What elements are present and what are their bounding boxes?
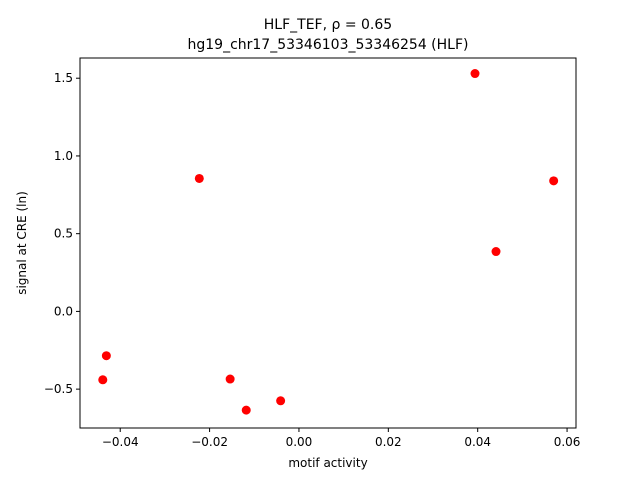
x-axis-ticks: −0.04 −0.02 0.00 0.02 0.04 0.06	[102, 428, 581, 449]
x-tick-label: 0.06	[554, 435, 581, 449]
y-axis-label: signal at CRE (ln)	[15, 191, 29, 295]
data-point	[225, 374, 235, 384]
data-point	[98, 375, 108, 385]
data-points	[98, 69, 559, 415]
data-point	[470, 69, 480, 79]
y-tick-label: 0.0	[54, 304, 73, 318]
data-point	[101, 351, 111, 361]
chart-title: HLF_TEF, ρ = 0.65	[264, 17, 392, 33]
x-tick-label: −0.04	[102, 435, 139, 449]
x-axis-label: motif activity	[288, 456, 367, 470]
y-tick-label: 0.5	[54, 227, 73, 241]
x-tick-label: 0.04	[464, 435, 491, 449]
data-point	[194, 173, 204, 183]
y-axis-ticks: −0.5 0.0 0.5 1.0 1.5	[44, 71, 80, 396]
x-tick-label: 0.02	[375, 435, 402, 449]
y-tick-label: −0.5	[44, 382, 73, 396]
data-point	[276, 396, 286, 406]
plot-frame	[79, 57, 577, 429]
y-tick-label: 1.5	[54, 71, 73, 85]
data-point	[491, 247, 501, 257]
data-point	[549, 176, 559, 186]
data-point	[241, 405, 251, 415]
y-tick-label: 1.0	[54, 149, 73, 163]
x-tick-label: 0.00	[286, 435, 313, 449]
x-tick-label: −0.02	[191, 435, 228, 449]
chart-subtitle: hg19_chr17_53346103_53346254 (HLF)	[188, 37, 469, 53]
